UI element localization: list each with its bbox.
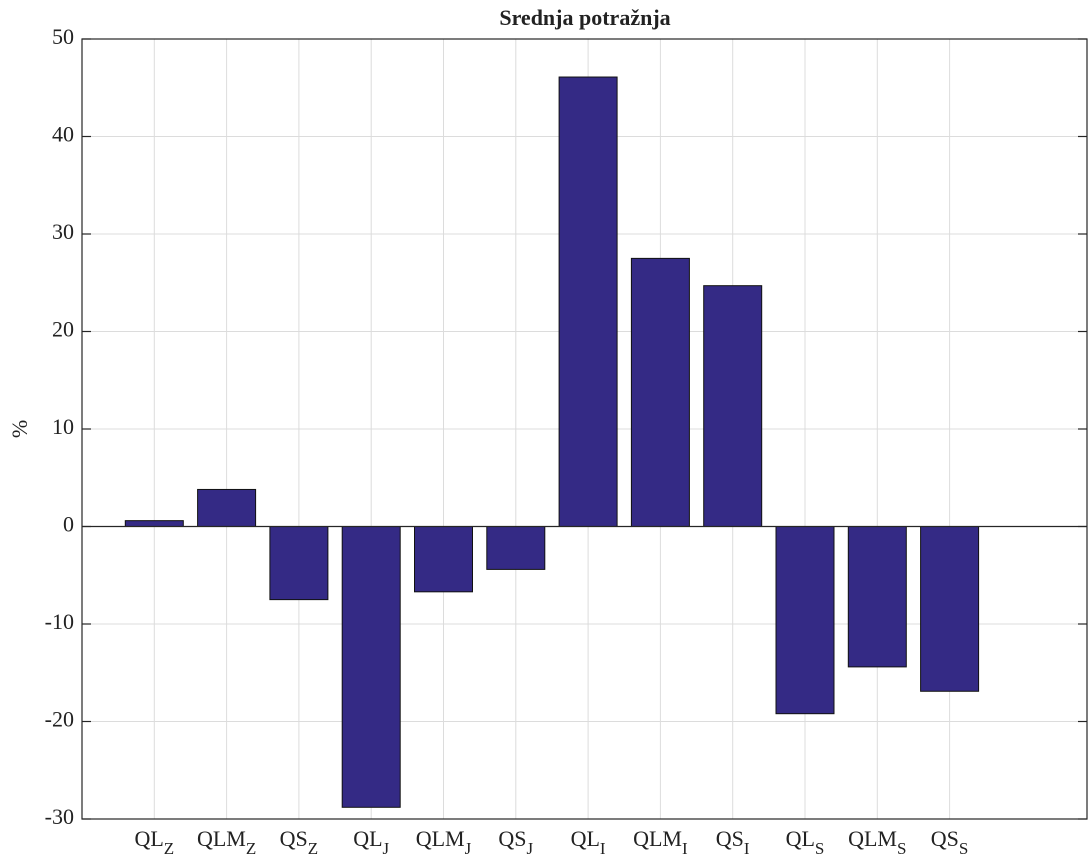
y-tick-label: -20 bbox=[45, 707, 74, 732]
bar bbox=[269, 526, 329, 601]
category-subscript: S bbox=[959, 839, 968, 858]
y-tick-label: 30 bbox=[52, 219, 74, 244]
category-text: QS bbox=[716, 826, 744, 851]
category-subscript: J bbox=[527, 839, 534, 858]
category-text: QS bbox=[498, 826, 526, 851]
x-tick-label: QLMJ bbox=[416, 826, 472, 858]
y-tick-label: -10 bbox=[45, 609, 74, 634]
category-subscript: I bbox=[600, 839, 606, 858]
category-subscript: I bbox=[744, 839, 750, 858]
x-tick-label: QLJ bbox=[353, 826, 389, 858]
y-tick-label: -30 bbox=[45, 804, 74, 829]
bar bbox=[703, 285, 763, 527]
category-subscript: J bbox=[383, 839, 390, 858]
bar bbox=[920, 526, 980, 692]
bar bbox=[847, 526, 907, 668]
category-text: QL bbox=[786, 826, 815, 851]
x-tick-label: QLMZ bbox=[197, 826, 256, 858]
category-text: QS bbox=[280, 826, 308, 851]
category-text: QS bbox=[931, 826, 959, 851]
category-text: QLM bbox=[848, 826, 897, 851]
x-tick-label: QLS bbox=[786, 826, 825, 858]
category-subscript: S bbox=[815, 839, 824, 858]
category-text: QL bbox=[134, 826, 163, 851]
category-text: QL bbox=[571, 826, 600, 851]
y-tick-label: 20 bbox=[52, 317, 74, 342]
bar bbox=[414, 526, 473, 593]
axes-box bbox=[81, 38, 1088, 820]
y-tick-label: 0 bbox=[63, 512, 74, 537]
category-text: QL bbox=[353, 826, 382, 851]
chart-title: Srednja potražnja bbox=[499, 5, 670, 30]
category-subscript: Z bbox=[246, 839, 256, 858]
x-tick-label: QLMI bbox=[633, 826, 688, 858]
y-tick-label: 50 bbox=[52, 24, 74, 49]
x-tick-label: QSZ bbox=[280, 826, 319, 858]
bar bbox=[486, 526, 546, 570]
category-subscript: S bbox=[897, 839, 906, 858]
x-tick-label: QLI bbox=[571, 826, 606, 858]
y-tick-label: 40 bbox=[52, 122, 74, 147]
x-tick-label: QSJ bbox=[498, 826, 533, 858]
x-tick-label: QLMS bbox=[848, 826, 906, 858]
category-text: QLM bbox=[416, 826, 465, 851]
bar bbox=[197, 488, 257, 528]
category-subscript: J bbox=[465, 839, 472, 858]
x-tick-label: QSS bbox=[931, 826, 969, 858]
category-subscript: Z bbox=[308, 839, 318, 858]
category-text: QLM bbox=[633, 826, 682, 851]
y-axis-label: % bbox=[7, 420, 32, 438]
x-tick-label: QLZ bbox=[134, 826, 174, 858]
bar bbox=[775, 526, 835, 715]
bar bbox=[630, 257, 690, 527]
category-subscript: Z bbox=[164, 839, 174, 858]
bar bbox=[124, 520, 184, 528]
category-text: QLM bbox=[197, 826, 246, 851]
bar bbox=[341, 526, 401, 808]
category-subscript: I bbox=[682, 839, 688, 858]
y-tick-label: 10 bbox=[52, 414, 74, 439]
x-tick-label: QSI bbox=[716, 826, 750, 858]
bar bbox=[558, 76, 618, 528]
